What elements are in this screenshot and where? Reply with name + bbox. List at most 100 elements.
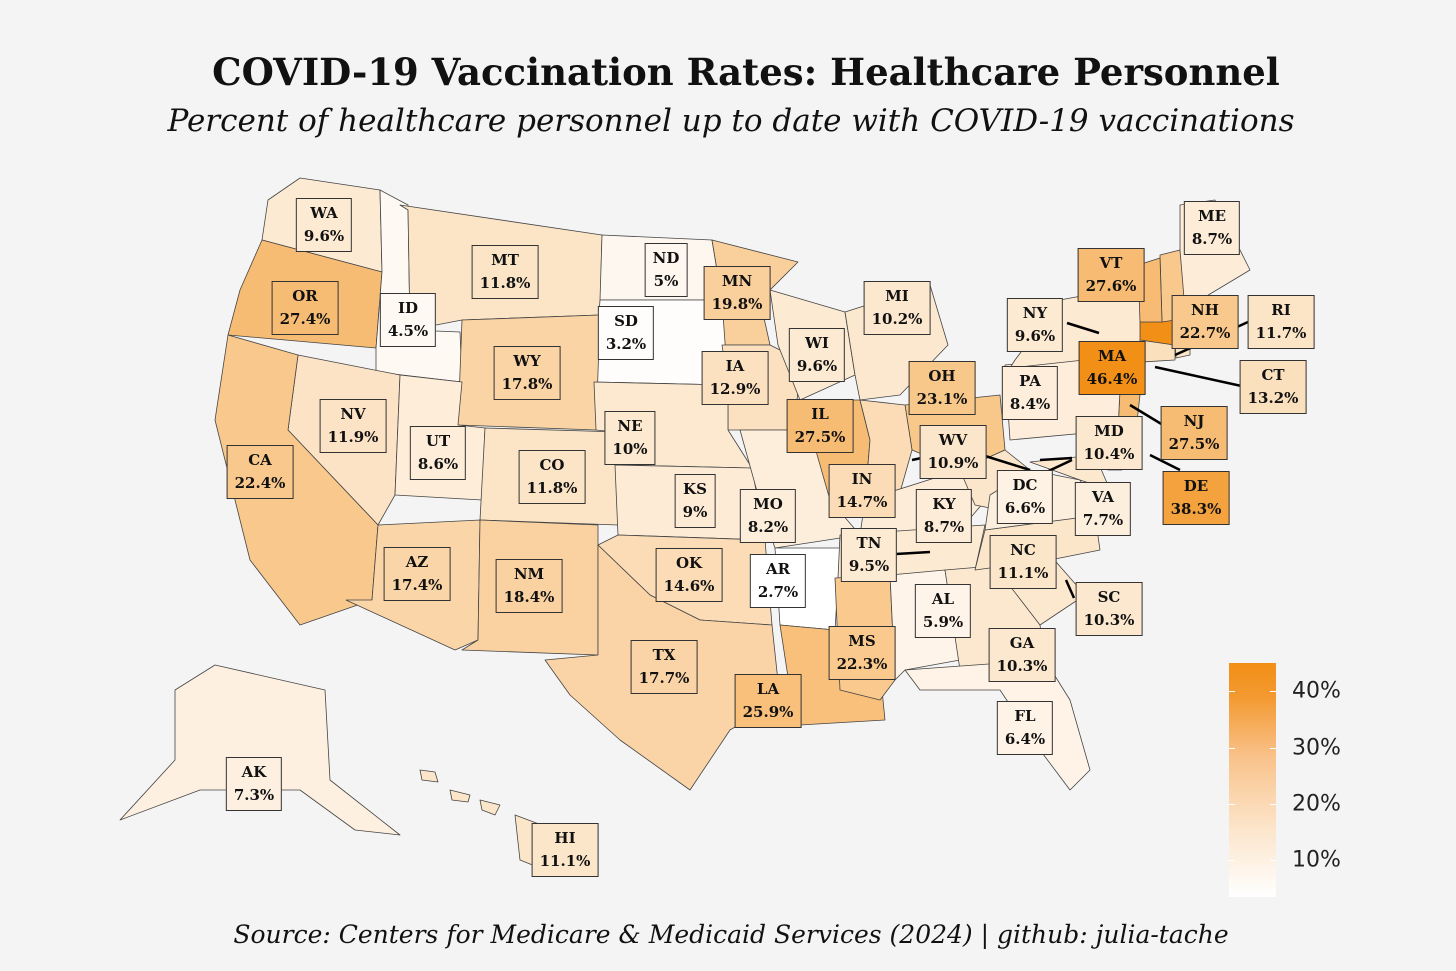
state-abbr: AR xyxy=(765,560,791,578)
state-label-va: VA 7.7% xyxy=(1074,482,1132,536)
state-value: 9.6% xyxy=(796,357,838,375)
state-abbr: GA xyxy=(1009,634,1035,652)
state-label-co: CO 11.8% xyxy=(518,450,586,504)
state-value: 9.6% xyxy=(303,227,345,245)
state-abbr: OH xyxy=(928,367,956,385)
state-abbr: DE xyxy=(1183,477,1209,495)
state-label-me: ME 8.7% xyxy=(1183,201,1241,255)
state-value: 27.6% xyxy=(1085,277,1137,295)
state-value: 8.4% xyxy=(1009,395,1051,413)
state-abbr: AZ xyxy=(405,553,429,571)
state-value: 22.3% xyxy=(836,655,888,673)
state-value: 10.9% xyxy=(927,454,979,472)
state-value: 8.2% xyxy=(747,518,789,536)
leader-line xyxy=(1066,321,1100,335)
leader-line xyxy=(981,453,1031,472)
state-value: 46.4% xyxy=(1086,370,1138,388)
color-legend-bar xyxy=(1229,663,1276,897)
legend-tick-mark xyxy=(1270,860,1276,862)
state-value: 8.7% xyxy=(1191,230,1233,248)
state-shape-ak xyxy=(119,664,401,836)
state-label-nd: ND 5% xyxy=(644,243,688,297)
state-shape-hi xyxy=(419,769,556,871)
legend-tick-mark xyxy=(1229,803,1235,805)
state-abbr: UT xyxy=(425,432,451,450)
state-label-wi: WI 9.6% xyxy=(788,328,846,382)
state-abbr: MN xyxy=(721,272,753,290)
state-abbr: IN xyxy=(851,470,873,488)
state-label-mo: MO 8.2% xyxy=(739,489,797,543)
state-label-sc: SC 10.3% xyxy=(1075,582,1143,636)
map-subtitle: Percent of healthcare personnel up to da… xyxy=(167,103,1295,139)
state-value: 7.7% xyxy=(1082,511,1124,529)
state-abbr: MA xyxy=(1097,347,1127,365)
state-abbr: NY xyxy=(1022,304,1048,322)
state-abbr: TX xyxy=(652,646,676,664)
state-abbr: NE xyxy=(617,417,643,435)
state-value: 14.6% xyxy=(663,577,715,595)
state-abbr: ND xyxy=(652,249,680,267)
state-value: 11.7% xyxy=(1255,324,1307,342)
state-label-la: LA 25.9% xyxy=(734,674,802,728)
state-value: 19.8% xyxy=(711,295,763,313)
state-label-il: IL 27.5% xyxy=(786,399,854,453)
state-value: 23.1% xyxy=(916,390,968,408)
leader-line xyxy=(1129,403,1164,427)
state-label-wv: WV 10.9% xyxy=(919,425,987,479)
state-label-de: DE 38.3% xyxy=(1162,471,1230,525)
state-abbr: NM xyxy=(513,565,545,583)
state-abbr: ME xyxy=(1197,207,1227,225)
state-label-pa: PA 8.4% xyxy=(1001,366,1059,420)
state-label-dc: DC 6.6% xyxy=(996,470,1054,524)
state-abbr: CA xyxy=(248,451,272,469)
state-label-az: AZ 17.4% xyxy=(383,547,451,601)
state-value: 9% xyxy=(682,503,708,521)
source-caption: Source: Centers for Medicare & Medicaid … xyxy=(233,920,1229,949)
state-value: 27.5% xyxy=(794,428,846,446)
leader-line xyxy=(1039,456,1073,462)
state-value: 12.9% xyxy=(709,380,761,398)
state-label-nv: NV 11.9% xyxy=(319,399,387,453)
state-label-mn: MN 19.8% xyxy=(703,266,771,320)
state-abbr: MO xyxy=(753,495,783,513)
state-abbr: ID xyxy=(397,299,419,317)
leader-line xyxy=(1154,365,1247,389)
state-value: 17.7% xyxy=(638,669,690,687)
state-label-mt: MT 11.8% xyxy=(471,245,539,299)
state-label-al: AL 5.9% xyxy=(914,584,972,638)
state-label-or: OR 27.4% xyxy=(271,281,339,335)
state-abbr: TN xyxy=(856,534,882,552)
state-value: 9.5% xyxy=(848,557,890,575)
state-value: 7.3% xyxy=(233,786,275,804)
state-abbr: MD xyxy=(1094,422,1124,440)
legend-tick-label: 10% xyxy=(1292,847,1341,873)
state-value: 25.9% xyxy=(742,703,794,721)
state-value: 11.9% xyxy=(327,428,379,446)
state-label-nj: NJ 27.5% xyxy=(1160,406,1228,460)
state-abbr: DC xyxy=(1012,476,1038,494)
state-label-ct: CT 13.2% xyxy=(1239,360,1307,414)
state-value: 14.7% xyxy=(836,493,888,511)
state-abbr: IL xyxy=(811,405,829,423)
legend-tick-label: 20% xyxy=(1292,791,1341,817)
state-label-nm: NM 18.4% xyxy=(495,559,563,613)
state-abbr: NV xyxy=(340,405,366,423)
legend-tick-mark xyxy=(1270,803,1276,805)
state-label-ok: OK 14.6% xyxy=(655,548,723,602)
state-value: 27.5% xyxy=(1168,435,1220,453)
state-label-ks: KS 9% xyxy=(674,474,716,528)
state-abbr: NH xyxy=(1191,301,1219,319)
legend-tick-mark xyxy=(1229,747,1235,749)
legend-tick-mark xyxy=(1270,747,1276,749)
state-label-ri: RI 11.7% xyxy=(1247,295,1315,349)
state-label-wy: WY 17.8% xyxy=(493,346,561,400)
state-abbr: MI xyxy=(885,287,909,305)
state-label-nc: NC 11.1% xyxy=(989,535,1057,589)
state-label-ky: KY 8.7% xyxy=(915,489,973,543)
state-label-hi: HI 11.1% xyxy=(531,823,599,877)
state-value: 17.4% xyxy=(391,576,443,594)
legend-tick-mark xyxy=(1229,691,1235,693)
state-label-fl: FL 6.4% xyxy=(996,701,1054,755)
state-label-ak: AK 7.3% xyxy=(225,757,283,811)
state-label-ar: AR 2.7% xyxy=(749,554,807,608)
